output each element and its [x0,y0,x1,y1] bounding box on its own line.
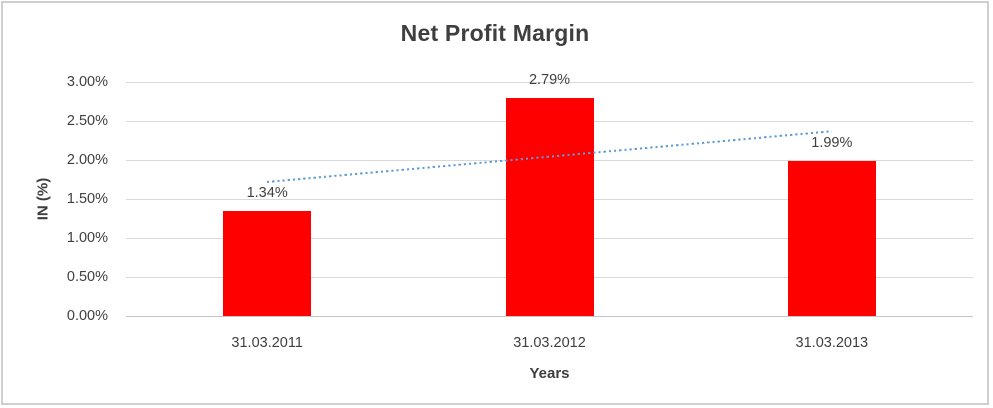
y-tick-label: 0.50% [66,269,108,285]
data-label: 1.99% [811,134,853,151]
y-tick-label: 1.50% [66,191,108,207]
y-tick-label: 2.50% [66,113,108,129]
x-tick-label: 31.03.2013 [795,335,869,351]
x-tick-label: 31.03.2011 [231,335,303,351]
gridline [126,82,973,83]
y-tick-label: 3.00% [66,74,108,90]
bar-31.03.2012[interactable] [505,98,594,316]
chart-title[interactable]: Net Profit Margin [400,20,590,46]
x-axis-line [126,316,973,317]
data-label: 2.79% [528,72,571,89]
bar-31.03.2011[interactable] [223,211,312,316]
plot-area: 1.34% 2.79% 1.99% [126,72,973,317]
data-label: 1.34% [246,185,288,202]
x-tick-label: 31.03.2012 [513,335,586,351]
x-axis-title[interactable]: Years [529,365,570,382]
y-tick-label: 1.00% [66,230,108,246]
y-tick-label: 0.00% [66,308,108,324]
y-tick-label: 2.00% [66,152,108,168]
bar-31.03.2013[interactable] [787,160,876,316]
